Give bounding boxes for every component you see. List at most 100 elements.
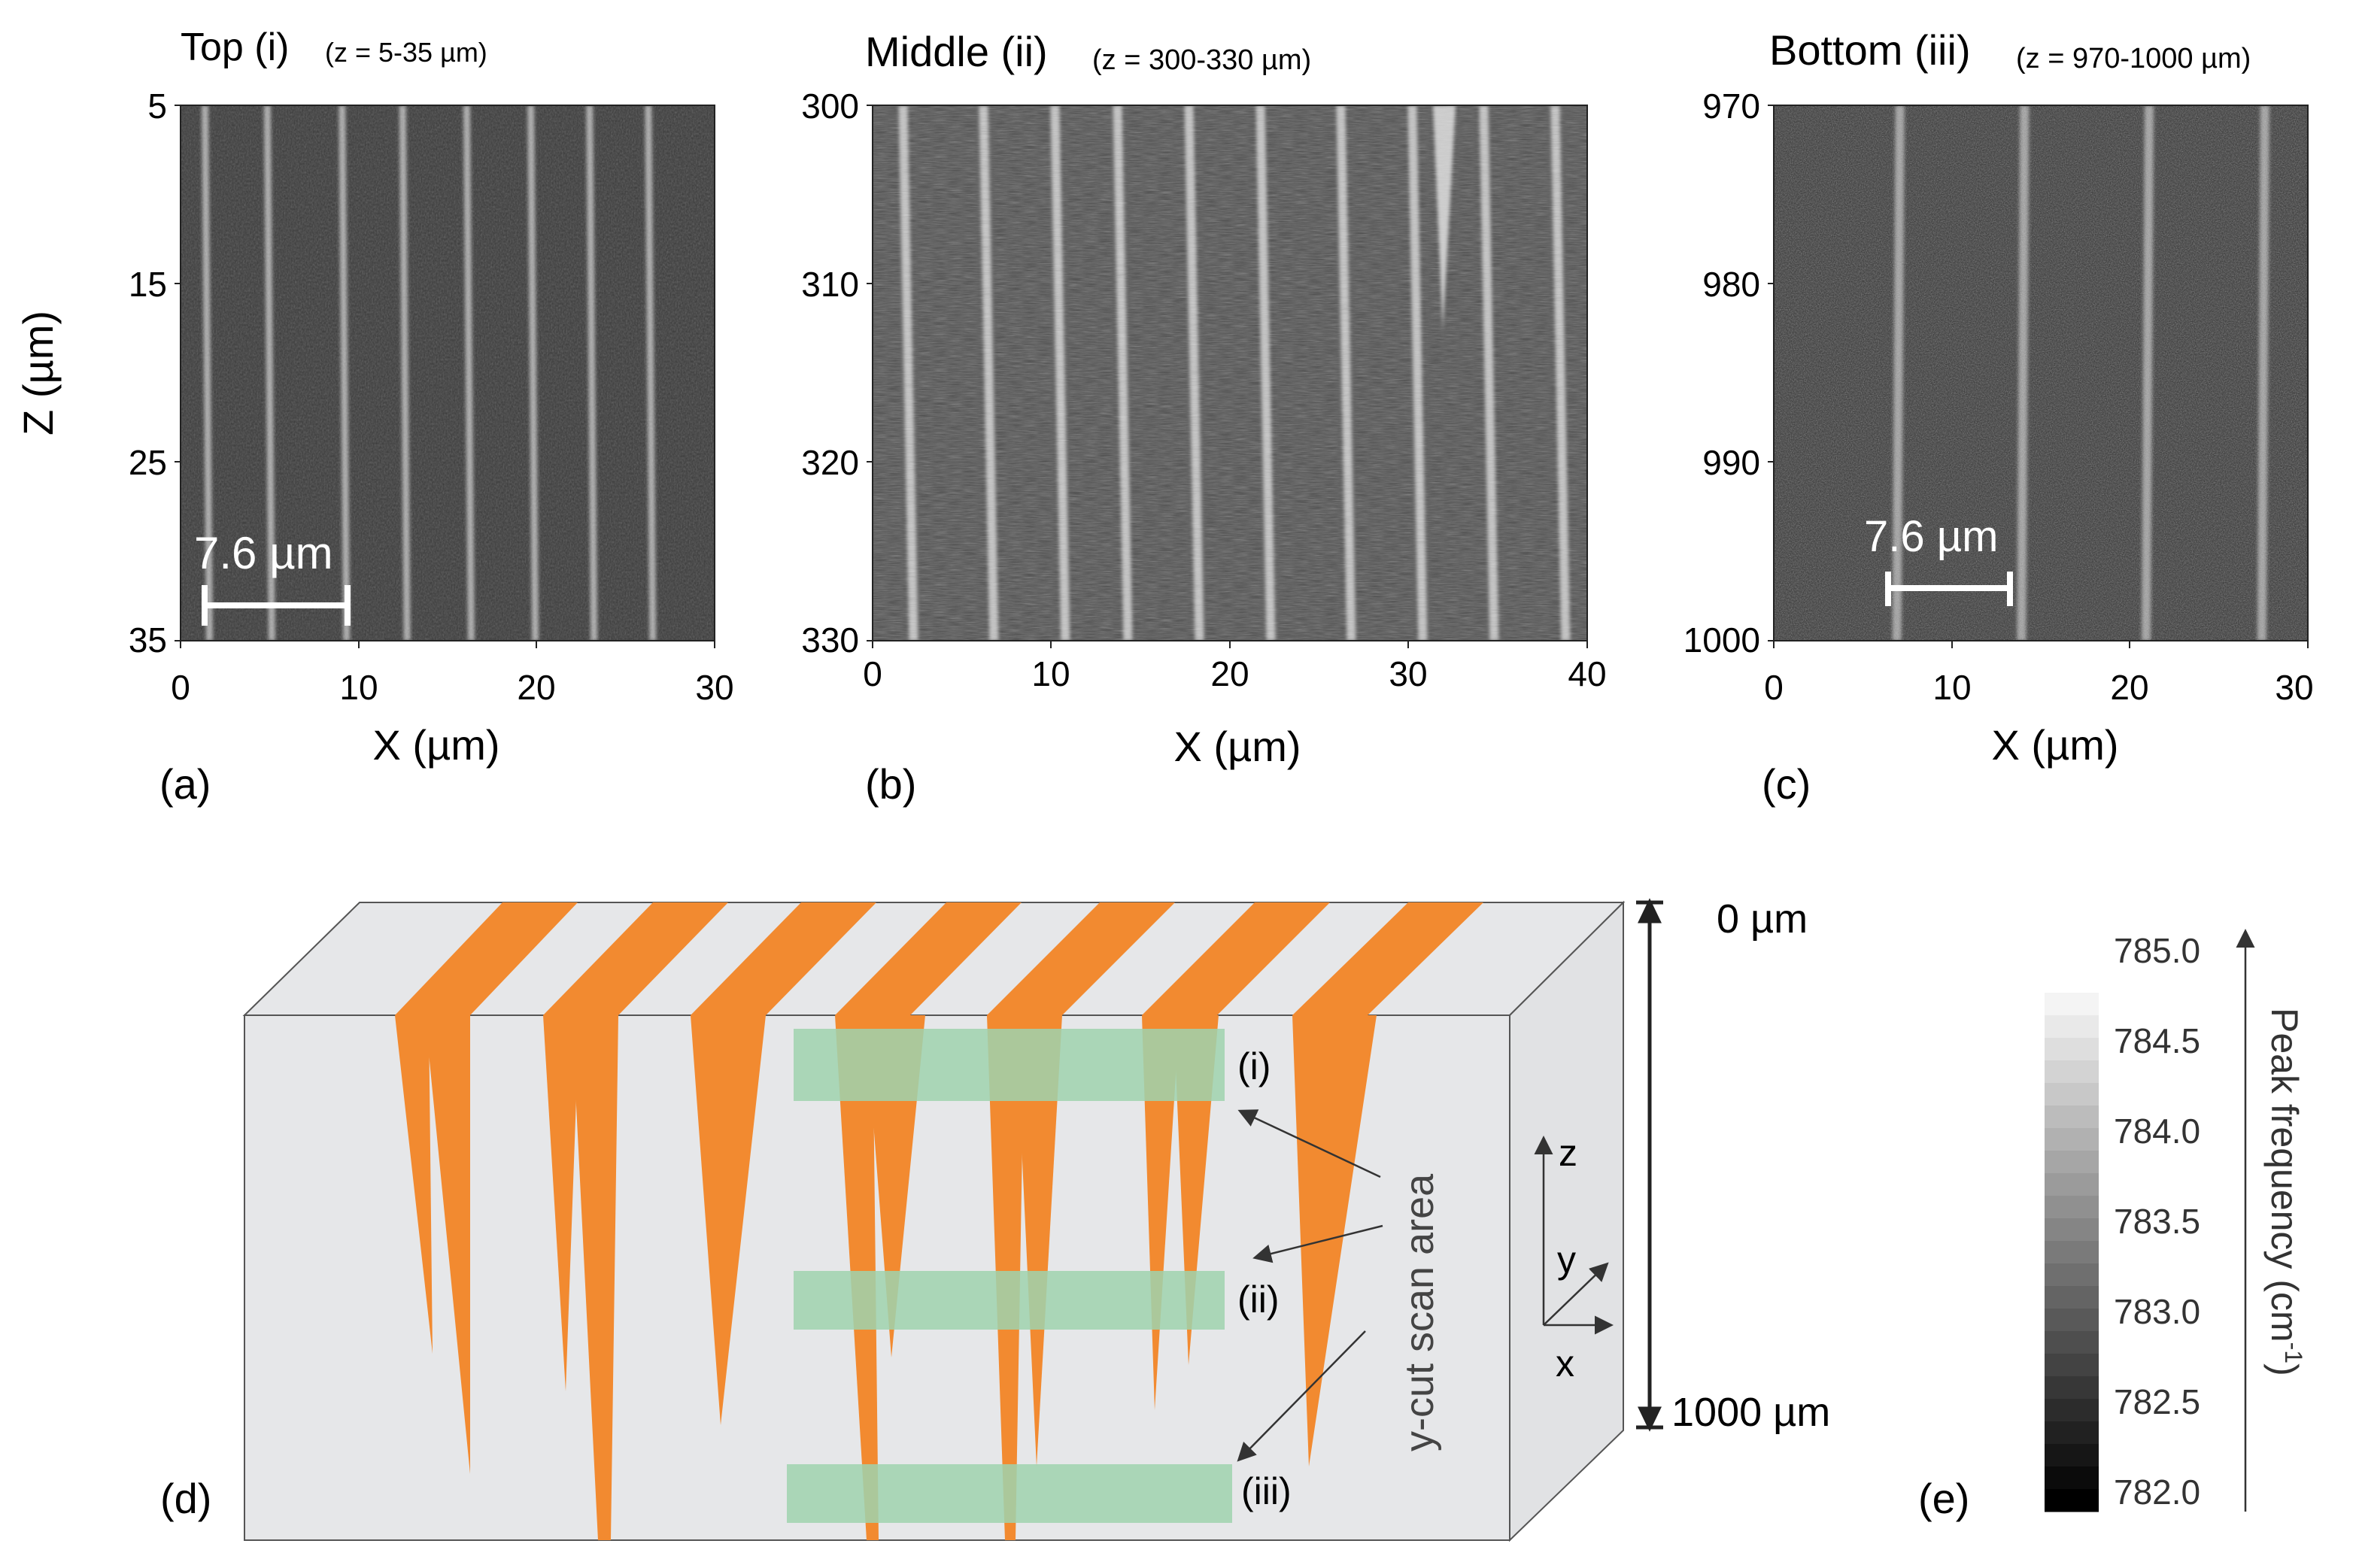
colorbar-step [2045, 1489, 2099, 1512]
colorbar-step [2045, 1466, 2099, 1490]
schematic-label: (d) [160, 1475, 211, 1522]
colorbar-step [2045, 1331, 2099, 1354]
top-domain-stripes [395, 902, 1483, 1015]
panel-a-ytick: 5 [147, 86, 167, 126]
colorbar-step [2045, 1173, 2099, 1196]
panel-b-xlabel: X (µm) [1173, 723, 1301, 770]
block-right-face [1509, 900, 1624, 1542]
scan-area-ii [794, 1271, 1225, 1330]
depth-top-label: 0 µm [1717, 896, 1808, 942]
panel-a-xtick: 0 [171, 668, 190, 707]
panel-a-range-note: (z = 5-35 µm) [325, 37, 487, 68]
colorbar-step [2045, 1376, 2099, 1400]
panel-c-xtick: 10 [1932, 668, 1971, 707]
panel-b-bright-spot [1433, 105, 1456, 331]
panel-a-xlabel: X (µm) [372, 721, 499, 769]
colorbar-tick: 782.5 [2114, 1382, 2200, 1421]
colorbar-tick: 785.0 [2114, 931, 2200, 970]
colorbar-step [2045, 1263, 2099, 1287]
panel-c-ytick: 1000 [1683, 620, 1760, 660]
panel-b-ytick: 320 [801, 443, 859, 482]
panel-b-xtick: 40 [1568, 654, 1606, 693]
panel-b-ytick: 300 [801, 86, 859, 126]
panel-c-scale-bar-label: 7.6 µm [1864, 512, 1998, 561]
colorbar-step [2045, 1105, 2099, 1129]
panel-c-xtick: 20 [2110, 668, 2148, 707]
colorbar-tick: 784.5 [2114, 1021, 2200, 1060]
colorbar-step [2045, 1444, 2099, 1467]
panel-c-ytick: 990 [1702, 443, 1760, 482]
scan-label-iii: (iii) [1241, 1470, 1292, 1512]
scan-label-i: (i) [1237, 1045, 1271, 1087]
colorbar-step [2045, 1151, 2099, 1174]
scan-area-arrows [1237, 1109, 1383, 1462]
panel-c-title: Bottom (iii) [1769, 26, 1971, 74]
panel-a-noise [181, 105, 715, 641]
panel-b-xtick: 10 [1031, 654, 1070, 693]
panel-b-ytick: 310 [801, 265, 859, 304]
colorbar-step [2045, 1399, 2099, 1422]
panel-c-ytick: 970 [1702, 86, 1760, 126]
panel-c-noise [1774, 105, 2308, 641]
colorbar-step [2045, 1038, 2099, 1061]
colorbar-step [2045, 1309, 2099, 1332]
panel-a-xtick: 20 [517, 668, 555, 707]
panel-b: Middle (ii) (z = 300-330 µm) 300 310 320… [801, 28, 1606, 808]
panel-a-title: Top (i) [181, 26, 289, 69]
axis-y-label: y [1557, 1239, 1576, 1281]
schematic: (i) (ii) (iii) y-cut scan area z y x 0 µ… [160, 896, 1830, 1542]
colorbar-step [2045, 1196, 2099, 1219]
panel-c-range-note: (z = 970-1000 µm) [2016, 43, 2251, 74]
panel-a-scale-bar-label: 7.6 µm [194, 528, 333, 578]
colorbar-step [2045, 1286, 2099, 1309]
panel-b-ytick: 330 [801, 620, 859, 660]
panel-b-label: (b) [865, 760, 916, 808]
axis-z-label: z [1559, 1132, 1577, 1174]
colorbar-label: (e) [1918, 1475, 1969, 1522]
colorbar-tick: 783.5 [2114, 1202, 2200, 1241]
colorbar-step [2045, 1421, 2099, 1445]
panel-c-ytick: 980 [1702, 265, 1760, 304]
scan-area-iii [787, 1464, 1232, 1523]
colorbar-step [2045, 1060, 2099, 1084]
panel-c-xtick: 30 [2275, 668, 2313, 707]
panel-c-label: (c) [1762, 760, 1811, 808]
shared-ylabel: Z (µm) [14, 311, 62, 435]
scan-areas [787, 1029, 1232, 1523]
colorbar-tick: 783.0 [2114, 1292, 2200, 1331]
panel-a: Top (i) (z = 5-35 µm) 5 15 25 35 0 10 [14, 26, 734, 808]
panel-c-frame [1773, 105, 2309, 641]
colorbar-title: Peak frequency (cm-1) [2263, 1008, 2307, 1376]
scan-area-label: y-cut scan area [1397, 1173, 1442, 1451]
colorbar-step [2045, 1083, 2099, 1106]
panel-a-label: (a) [159, 760, 211, 808]
panel-a-xtick: 10 [339, 668, 378, 707]
colorbar: 785.0 784.5 784.0 783.5 783.0 782.5 782.… [1918, 929, 2307, 1522]
panel-a-xtick: 30 [695, 668, 733, 707]
scan-label-ii: (ii) [1237, 1278, 1280, 1321]
depth-bottom-label: 1000 µm [1671, 1390, 1830, 1435]
panel-a-ytick: 15 [129, 265, 167, 304]
colorbar-step [2045, 993, 2099, 1016]
colorbar-step [2045, 1015, 2099, 1039]
colorbar-step [2045, 1241, 2099, 1264]
panel-b-noise [873, 105, 1587, 641]
panel-b-xtick: 30 [1389, 654, 1427, 693]
panel-a-frame [180, 105, 715, 641]
panel-b-title: Middle (ii) [865, 28, 1048, 75]
colorbar-step [2045, 1218, 2099, 1242]
colorbar-step [2045, 1128, 2099, 1151]
colorbar-step [2045, 1354, 2099, 1377]
panel-b-xtick: 0 [863, 654, 882, 693]
panel-c-xlabel: X (µm) [1991, 721, 2118, 769]
panel-b-range-note: (z = 300-330 µm) [1092, 44, 1311, 76]
colorbar-tick: 784.0 [2114, 1112, 2200, 1151]
panel-b-xtick: 20 [1210, 654, 1249, 693]
scan-area-i [794, 1029, 1225, 1101]
panel-a-scale-bar [202, 585, 351, 626]
panel-c-scale-bar [1885, 572, 2013, 606]
panel-c-xtick: 0 [1764, 668, 1784, 707]
colorbar-step [2045, 970, 2099, 993]
depth-dimension [1636, 898, 1663, 1432]
